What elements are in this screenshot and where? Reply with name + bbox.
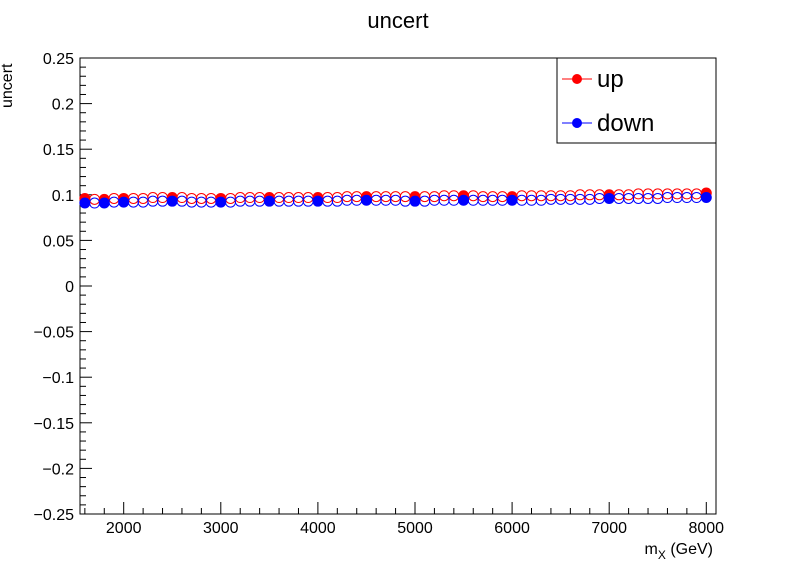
tick-labels: −0.25 −0.2 −0.15 −0.1 −0.05 0 0.05 0.1 0.15 0.2 0.… xyxy=(34,51,725,537)
y-tick-label: 0 xyxy=(65,279,74,296)
y-tick-label: 0.05 xyxy=(43,233,74,250)
y-tick-label: −0.2 xyxy=(42,461,74,478)
x-axis-title: mX (GeV) xyxy=(645,541,713,562)
down-filled-point xyxy=(215,196,227,208)
y-tick-label: 0.15 xyxy=(43,142,74,159)
data-points xyxy=(79,187,712,209)
down-filled-point xyxy=(603,192,615,204)
x-tick-label: 7000 xyxy=(591,520,627,537)
legend-down-label: down xyxy=(597,110,654,137)
chart-title: uncert xyxy=(367,8,428,33)
y-tick-label: −0.1 xyxy=(42,370,74,387)
down-filled-point xyxy=(458,194,470,206)
y-tick-label: −0.15 xyxy=(34,416,75,433)
legend-up-label: up xyxy=(597,66,624,93)
legend-up-marker xyxy=(572,74,582,84)
legend-down-marker xyxy=(572,118,582,128)
x-axis-title-main: m xyxy=(645,541,658,558)
y-tick-label: 0.1 xyxy=(52,188,74,205)
down-filled-point xyxy=(263,195,275,207)
x-axis-title-unit: (GeV) xyxy=(666,541,713,558)
y-tick-label: 0.25 xyxy=(43,51,74,68)
y-axis-title: uncert xyxy=(0,63,16,108)
down-filled-point xyxy=(98,197,110,209)
x-tick-label: 6000 xyxy=(494,520,530,537)
down-filled-point xyxy=(166,195,178,207)
down-filled-point xyxy=(409,195,421,207)
legend: up down xyxy=(556,57,717,144)
x-tick-label: 4000 xyxy=(300,520,336,537)
y-tick-label: −0.25 xyxy=(34,507,75,524)
down-filled-point xyxy=(360,194,372,206)
x-tick-label: 5000 xyxy=(397,520,433,537)
x-tick-label: 3000 xyxy=(203,520,239,537)
y-tick-label: 0.2 xyxy=(52,97,74,114)
x-tick-label: 8000 xyxy=(688,520,724,537)
down-filled-point xyxy=(506,194,518,206)
down-filled-point xyxy=(118,196,130,208)
down-filled-point xyxy=(79,197,91,209)
axis-ticks xyxy=(80,57,707,515)
down-filled-point xyxy=(700,192,712,204)
x-tick-label: 2000 xyxy=(106,520,142,537)
legend-box xyxy=(556,57,717,144)
y-tick-label: −0.05 xyxy=(34,325,75,342)
series-down xyxy=(79,192,712,209)
down-filled-point xyxy=(312,195,324,207)
x-axis-title-subscript: X xyxy=(658,548,666,562)
